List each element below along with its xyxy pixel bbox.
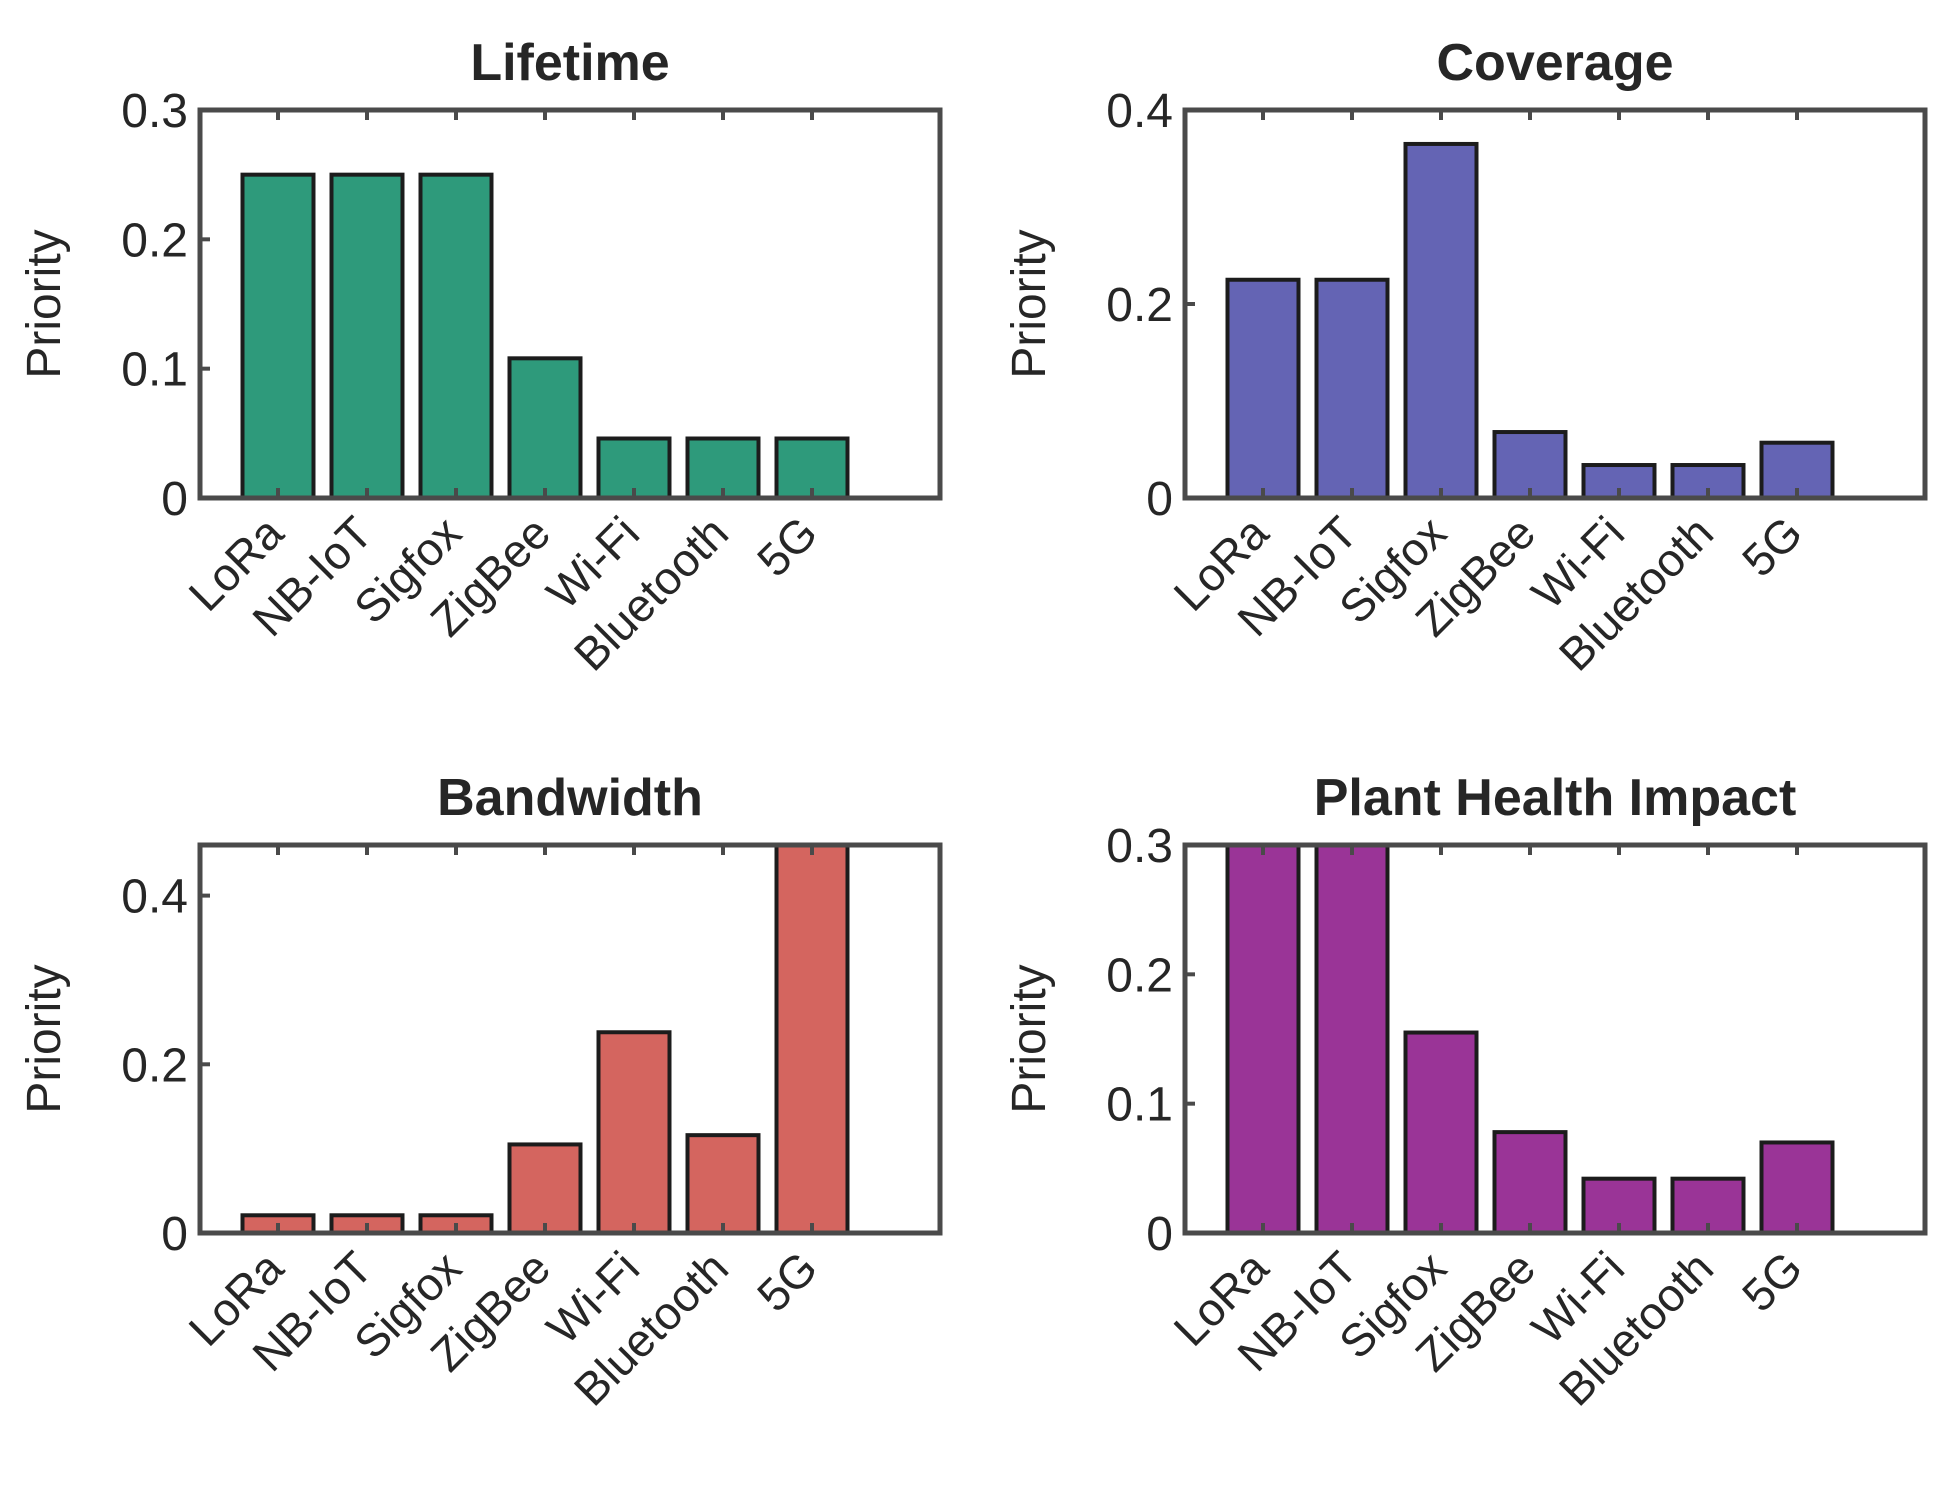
y-tick-label: 0 [161,473,188,526]
bar-zigbee [507,356,583,500]
bar-zigbee [507,1142,583,1236]
bar-lora [1225,843,1301,1235]
bar-nb-iot [1314,277,1390,500]
y-tick-label: 0.3 [1106,820,1173,873]
category-label-5g: 5G [747,1241,827,1321]
y-axis-label: Priority [1003,964,1056,1113]
axes-frame [197,842,943,1236]
y-tick-label: 0.1 [1106,1079,1173,1132]
category-label-5g: 5G [1732,506,1812,586]
y-tick-label: 0.2 [1106,279,1173,332]
bar-sigfox [1403,1030,1479,1235]
chart-title: Plant Health Impact [1314,769,1797,827]
category-label-5g: 5G [747,506,827,586]
bar-5g [774,843,850,1235]
bar-bluetooth [685,1133,761,1235]
bar-zigbee [1492,1130,1568,1235]
chart-title: Coverage [1437,34,1674,92]
axes-frame [197,107,943,501]
category-label-5g: 5G [1732,1241,1812,1321]
y-tick-label: 0 [1146,1208,1173,1261]
y-tick-label: 0.1 [121,344,188,397]
y-tick-label: 0 [1146,473,1173,526]
bar-nb-iot [329,172,405,501]
chart-title: Bandwidth [437,769,703,827]
bar-lora [240,172,316,501]
bar-zigbee [1492,430,1568,501]
y-tick-label: 0.3 [121,85,188,138]
y-axis-label: Priority [1003,229,1056,378]
axes-frame [1182,842,1928,1236]
y-tick-label: 0.2 [121,1039,188,1092]
bar-lora [1225,277,1301,500]
y-tick-label: 0.2 [121,214,188,267]
bar-5g [1759,1140,1835,1236]
y-tick-label: 0.4 [1106,85,1173,138]
bar-bluetooth [1670,1176,1746,1236]
y-tick-label: 0.2 [1106,949,1173,1002]
panel-bandwidth: BandwidthPriority00.20.4LoRaNB-IoTSigfox… [18,769,943,1416]
bar-sigfox [1403,141,1479,500]
panel-coverage: CoveragePriority00.20.4LoRaNB-IoTSigfoxZ… [1003,34,1928,681]
y-tick-label: 0.4 [121,871,188,924]
bar-wi-fi [596,1030,672,1236]
chart-title: Lifetime [470,34,669,92]
panel-lifetime: LifetimePriority00.10.20.3LoRaNB-IoTSigf… [18,34,943,681]
y-tick-label: 0 [161,1208,188,1261]
bar-sigfox [418,172,494,501]
panel-plant-health-impact: Plant Health ImpactPriority00.10.20.3LoR… [1003,769,1928,1416]
y-axis-label: Priority [18,964,71,1113]
bar-nb-iot [1314,843,1390,1235]
y-axis-label: Priority [18,229,71,378]
